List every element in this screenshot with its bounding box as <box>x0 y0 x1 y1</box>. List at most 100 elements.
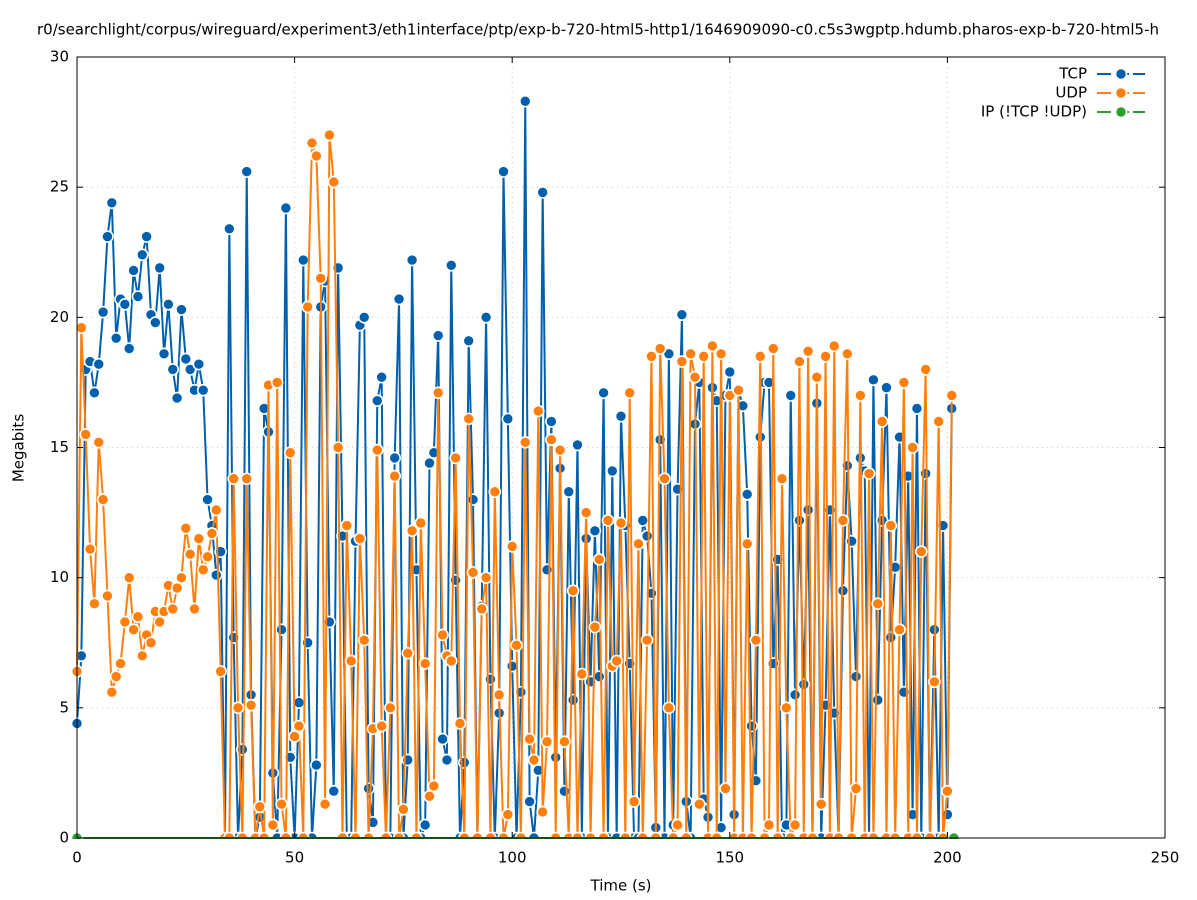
data-point <box>810 370 824 384</box>
data-point <box>127 264 140 277</box>
data-point <box>714 347 728 361</box>
data-point <box>196 563 210 577</box>
data-point <box>135 248 149 262</box>
data-point <box>788 818 802 832</box>
data-point <box>653 342 667 355</box>
data-point <box>871 597 885 611</box>
data-point <box>845 534 858 548</box>
data-point <box>288 730 301 743</box>
data-point <box>793 355 806 368</box>
data-point <box>775 472 789 486</box>
data-point <box>135 649 149 663</box>
data-point <box>854 389 867 402</box>
data-point <box>149 316 162 329</box>
data-point <box>144 636 158 650</box>
data-point <box>92 435 106 449</box>
data-point <box>558 735 571 748</box>
legend-label: TCP <box>1058 65 1087 83</box>
data-point <box>431 329 445 342</box>
data-point <box>893 623 906 637</box>
data-point <box>492 688 506 702</box>
data-point <box>797 678 811 691</box>
data-point <box>105 685 119 699</box>
data-point <box>283 446 297 460</box>
data-point <box>841 347 854 361</box>
data-point <box>188 602 201 616</box>
series-line <box>76 135 953 839</box>
data-point <box>388 451 401 465</box>
data-point <box>423 456 436 470</box>
data-point <box>627 795 641 808</box>
data-point <box>662 701 676 715</box>
data-point <box>96 305 110 319</box>
data-point <box>209 568 223 582</box>
data-point <box>801 344 815 358</box>
data-point <box>431 386 445 400</box>
data-point <box>740 537 754 551</box>
y-tick-label: 15 <box>50 438 69 456</box>
data-point <box>605 464 619 478</box>
data-point <box>545 415 558 428</box>
data-point <box>867 373 880 387</box>
data-point <box>240 472 254 486</box>
data-point <box>310 149 323 163</box>
data-point <box>827 339 841 353</box>
data-point <box>227 472 240 486</box>
data-point <box>275 623 288 637</box>
data-point <box>244 698 258 712</box>
data-point <box>201 493 214 506</box>
data-point <box>266 818 280 832</box>
data-point <box>305 136 319 150</box>
data-point <box>327 175 341 189</box>
data-point <box>318 797 332 811</box>
data-point <box>897 376 911 389</box>
data-point <box>466 493 480 506</box>
data-point <box>732 383 745 397</box>
y-tick-label: 30 <box>50 48 69 66</box>
x-tick-label: 150 <box>715 849 744 867</box>
data-point <box>928 675 941 689</box>
data-point <box>740 488 754 501</box>
data-point <box>418 818 432 832</box>
data-point <box>788 688 802 702</box>
data-point <box>392 292 406 306</box>
data-point <box>205 527 219 540</box>
data-point <box>566 584 580 597</box>
data-point <box>875 415 889 428</box>
data-point <box>331 441 345 454</box>
data-point <box>675 308 689 322</box>
data-point <box>536 805 549 819</box>
legend-label: UDP <box>1055 84 1087 102</box>
data-point <box>175 303 188 316</box>
data-point <box>270 376 284 389</box>
data-point <box>479 571 493 584</box>
data-point <box>279 201 293 215</box>
data-point <box>945 389 959 402</box>
data-point <box>357 633 371 647</box>
data-point <box>292 719 306 733</box>
data-point <box>157 347 171 361</box>
data-point <box>536 186 549 199</box>
data-point <box>444 258 458 272</box>
data-point <box>706 339 719 353</box>
data-point <box>253 800 267 814</box>
data-point <box>532 404 545 418</box>
data-point <box>562 485 576 499</box>
data-point <box>401 646 415 660</box>
data-point <box>88 386 101 400</box>
y-tick-label: 5 <box>59 698 69 716</box>
data-point <box>579 506 593 519</box>
data-point <box>688 370 702 384</box>
y-axis-label: Megabits <box>10 414 28 482</box>
data-point <box>96 493 110 506</box>
data-point <box>719 782 732 795</box>
data-point <box>122 342 136 355</box>
data-point <box>745 719 758 733</box>
data-point <box>297 253 310 267</box>
data-point <box>214 665 227 678</box>
data-point <box>436 628 449 642</box>
data-point <box>523 732 536 746</box>
data-point <box>780 701 793 715</box>
data-point <box>166 363 180 376</box>
